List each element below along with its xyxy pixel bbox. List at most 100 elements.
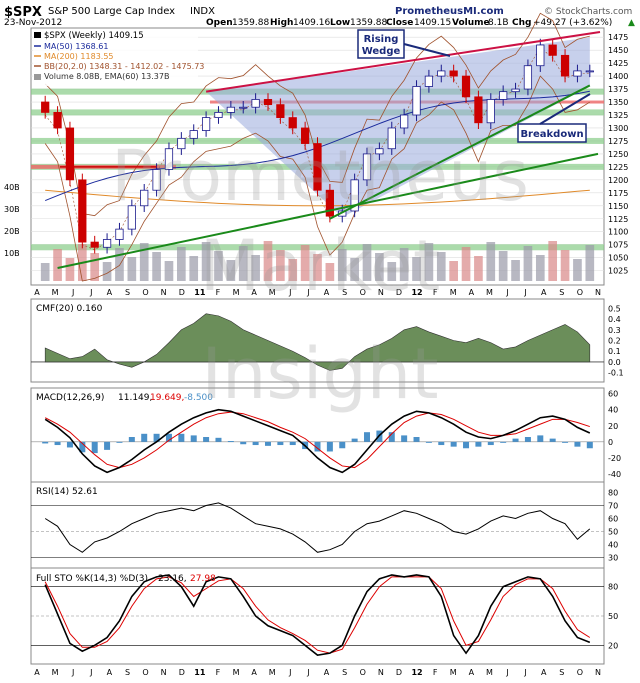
candle-body <box>276 104 285 118</box>
macd-hist-bar <box>487 441 494 446</box>
legend-bb: BB(20,2.0) 1348.31 - 1412.02 - 1475.73 <box>44 62 204 71</box>
x-month-label: A <box>541 668 547 677</box>
wedge-resistance-trendline <box>205 31 601 93</box>
rsi-tick-label: 30 <box>608 554 618 563</box>
macd-hist-bar <box>438 441 445 446</box>
x-month-label: 11 <box>194 288 206 297</box>
x-month-label: O <box>360 288 366 297</box>
volume-bar <box>152 252 161 281</box>
watermark-text: Market <box>200 225 441 307</box>
macd-hist-bar <box>314 441 321 452</box>
candle-body <box>585 70 594 73</box>
x-month-label: A <box>324 668 330 677</box>
price-tick-label: 1450 <box>608 46 628 55</box>
volume-bar <box>560 250 570 281</box>
index-name: S&P 500 Large Cap Index <box>48 6 175 17</box>
macd-hist-bar <box>500 441 507 443</box>
volume-bar <box>535 255 545 281</box>
candle-body <box>239 106 248 109</box>
x-month-label: F <box>216 288 221 297</box>
macd-hist-bar <box>512 438 519 442</box>
rsi-tick-label: 80 <box>608 489 618 498</box>
price-tick-label: 1300 <box>608 124 628 133</box>
x-month-label: O <box>142 288 148 297</box>
candle-body <box>189 130 198 139</box>
sto-title: Full STO %K(14,3) %D(3) <box>36 574 148 584</box>
volume-bar <box>412 257 421 281</box>
macd-hist-value: -8.500 <box>184 393 213 403</box>
volume-bar <box>573 259 582 281</box>
volume-bar <box>375 253 384 281</box>
macd-tick-label: 20 <box>608 422 618 431</box>
sto-k-line <box>44 574 591 656</box>
cmf-area <box>44 313 591 371</box>
macd-hist-bar <box>326 441 333 452</box>
prometheus-link[interactable]: PrometheusMI.com <box>395 6 504 17</box>
macd-hist-bar <box>562 441 569 443</box>
watermark-text: Insight <box>201 333 438 415</box>
close-value: 1409.15 <box>414 18 451 28</box>
volume-bar <box>511 260 520 281</box>
x-month-label: D <box>179 288 185 297</box>
x-month-label: J <box>71 288 74 297</box>
volume-bar <box>127 257 137 281</box>
macd-hist-bar <box>401 435 408 442</box>
x-month-label: D <box>396 288 402 297</box>
candle-body <box>400 114 409 129</box>
price-tick-label: 1375 <box>608 85 628 94</box>
volume-bar <box>548 241 558 281</box>
long-support-trendline <box>57 152 599 270</box>
candle-body <box>78 179 87 243</box>
rsi-tick-label: 60 <box>608 515 618 524</box>
support-band <box>31 244 604 251</box>
macd-hist-bar <box>153 433 160 442</box>
candle-body <box>65 127 75 181</box>
rsi-tick-label: 50 <box>608 528 618 537</box>
candle-body <box>41 101 50 113</box>
open-label: Open <box>206 18 233 28</box>
rsi-title: RSI(14) 52.61 <box>36 487 98 497</box>
candle-body <box>511 88 520 93</box>
macd-hist-bar <box>116 441 123 443</box>
price-tick-label: 1425 <box>608 59 628 68</box>
price-tick-label: 1475 <box>608 33 628 42</box>
volume-bar <box>65 258 75 281</box>
x-month-label: M <box>486 668 493 677</box>
candle-body <box>325 189 334 217</box>
macd-hist-bar <box>141 433 148 442</box>
candle-body <box>201 117 211 131</box>
cmf-tick-label: 0.1 <box>608 347 621 356</box>
cmf-tick-label: -0.1 <box>608 369 624 378</box>
volume-bar <box>189 256 199 281</box>
exchange: INDX <box>190 6 215 17</box>
quote-line: Open 1359.88 High 1409.16 Low 1359.88 Cl… <box>206 18 635 28</box>
macd-hist-bar <box>413 437 420 442</box>
candle-body <box>375 148 384 155</box>
x-month-label: A <box>469 288 475 297</box>
x-month-label: S <box>125 288 130 297</box>
price-tick-label: 1325 <box>608 111 628 120</box>
candle-body <box>214 112 223 118</box>
candle-body <box>412 86 421 116</box>
macd-hist-bar <box>537 435 544 442</box>
price-tick-label: 1275 <box>608 137 628 146</box>
x-month-label: N <box>378 668 384 677</box>
macd-hist-bar <box>339 441 346 449</box>
x-month-label: O <box>142 668 148 677</box>
price-tick-label: 1075 <box>608 241 628 250</box>
wedge-support-trendline <box>329 84 591 220</box>
macd-tick-label: -20 <box>608 454 621 463</box>
macd-line <box>44 408 591 474</box>
candle-body <box>301 127 310 144</box>
candle-body <box>362 153 372 181</box>
legend-ma200: MA(200) 1183.55 <box>44 52 114 61</box>
legend-spx-swatch <box>34 32 41 38</box>
price-tick-label: 1225 <box>608 163 628 172</box>
volume-bar <box>164 261 174 281</box>
candle-body <box>127 205 136 230</box>
candle-body <box>164 148 174 170</box>
volume-bar <box>201 242 211 281</box>
x-month-label: J <box>89 668 92 677</box>
